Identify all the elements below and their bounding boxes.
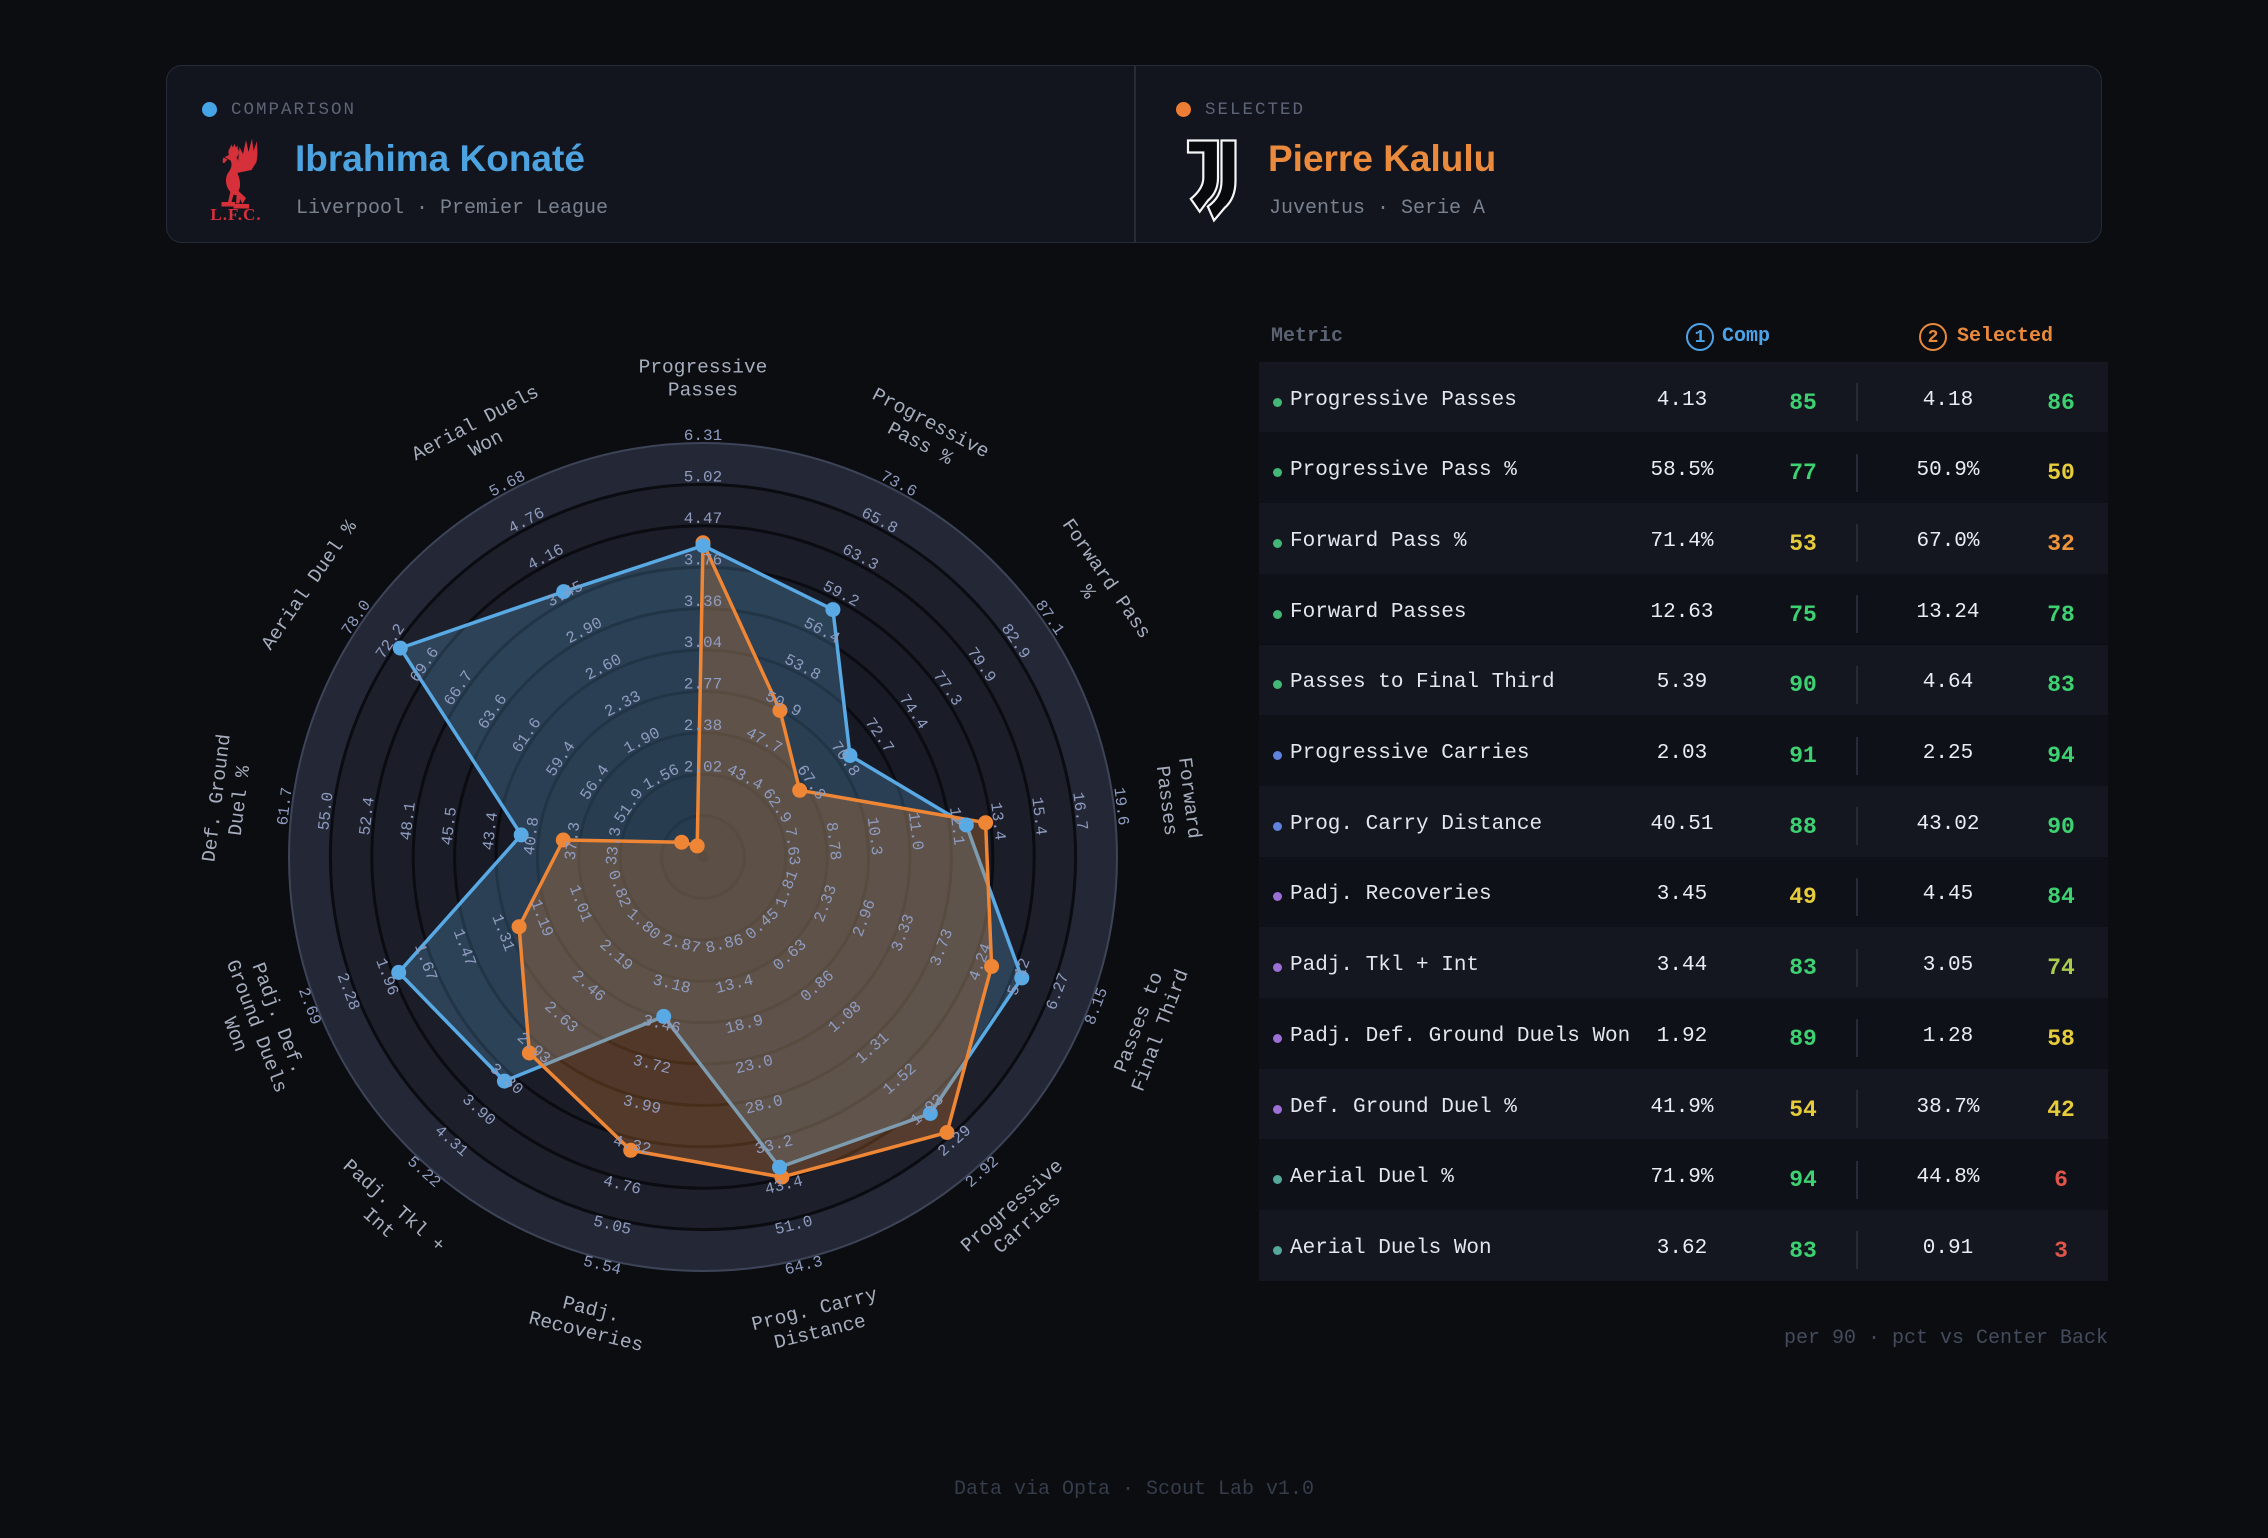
svg-text:16.7: 16.7	[1068, 791, 1091, 831]
svg-text:7.63: 7.63	[781, 826, 804, 866]
svg-text:Padj.Recoveries: Padj.Recoveries	[526, 1285, 650, 1357]
svg-text:ForwardPasses: ForwardPasses	[1150, 756, 1205, 843]
svg-text:12.1: 12.1	[945, 806, 968, 846]
svg-text:13.4: 13.4	[986, 801, 1009, 841]
svg-text:19.6: 19.6	[1109, 786, 1132, 826]
svg-text:L.F.C.: L.F.C.	[210, 205, 261, 222]
svg-text:4.47: 4.47	[684, 510, 722, 528]
svg-text:40.8: 40.8	[521, 816, 544, 856]
svg-text:43.4: 43.4	[480, 811, 503, 851]
svg-text:15.4: 15.4	[1027, 796, 1050, 836]
svg-text:52.4: 52.4	[356, 796, 379, 836]
svg-text:6.31: 6.31	[684, 427, 722, 445]
svg-text:Padj. Def.Ground DuelsWon: Padj. Def.Ground DuelsWon	[199, 949, 312, 1104]
svg-text:3.04: 3.04	[684, 634, 722, 652]
svg-text:ProgressivePass %: ProgressivePass %	[858, 384, 993, 484]
svg-text:2.02: 2.02	[684, 758, 722, 776]
svg-text:11.0: 11.0	[904, 811, 927, 851]
svg-text:10.3: 10.3	[863, 816, 886, 856]
svg-text:5.02: 5.02	[684, 469, 722, 487]
svg-text:61.7: 61.7	[274, 786, 297, 826]
svg-text:3.36: 3.36	[684, 593, 722, 611]
svg-text:3.76: 3.76	[684, 551, 722, 569]
svg-text:Def. GroundDuel %: Def. GroundDuel %	[199, 733, 259, 866]
svg-text:2.77: 2.77	[684, 676, 722, 694]
svg-text:Passes toFinal Third: Passes toFinal Third	[1106, 958, 1194, 1094]
svg-text:2.38: 2.38	[684, 717, 722, 735]
svg-text:8.78: 8.78	[822, 821, 845, 861]
svg-text:33.3: 33.3	[603, 826, 626, 866]
svg-text:Aerial DuelsWon: Aerial DuelsWon	[408, 381, 553, 486]
svg-text:45.5: 45.5	[438, 806, 461, 846]
svg-text:55.0: 55.0	[315, 791, 338, 831]
svg-text:48.1: 48.1	[397, 801, 420, 841]
svg-text:Prog. CarryDistance: Prog. CarryDistance	[750, 1284, 886, 1359]
svg-text:37.3: 37.3	[562, 821, 585, 861]
